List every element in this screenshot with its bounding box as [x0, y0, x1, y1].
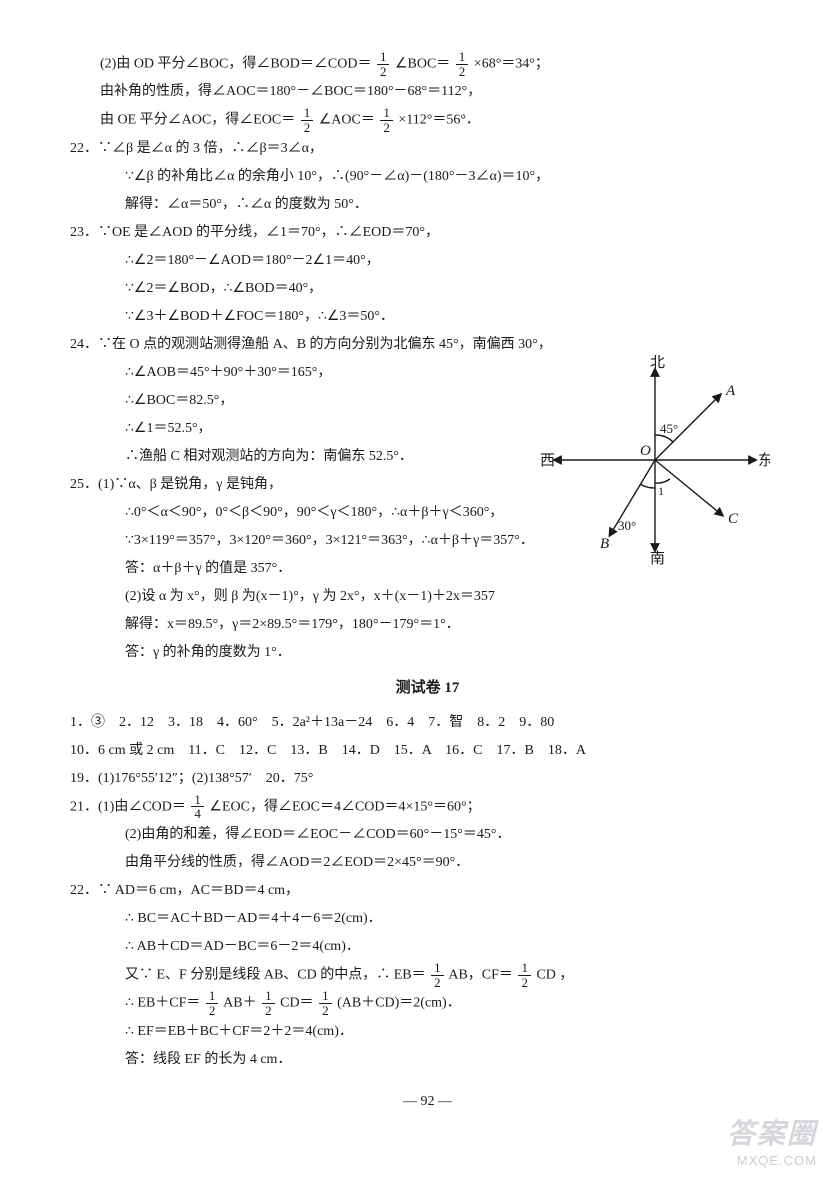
text: 21．(1)由∠COD＝	[70, 799, 186, 814]
section-title-17: 测试卷 17	[70, 673, 785, 703]
q23-line-b: ∴∠2＝180°－∠AOD＝180°－2∠1＝40°，	[70, 247, 785, 275]
fraction-half: 12	[380, 106, 393, 134]
t21-line-a: 21．(1)由∠COD＝ 14 ∠EOC，得∠EOC＝4∠COD＝4×15°＝6…	[70, 793, 785, 821]
label-O: O	[640, 443, 651, 459]
text: AB＋	[223, 996, 256, 1011]
fraction-half: 12	[262, 989, 275, 1017]
text: ∠BOC＝	[395, 56, 450, 71]
watermark-main: 答案圈	[727, 1112, 817, 1152]
t21-line-b: (2)由角的和差，得∠EOD＝∠EOC－∠COD＝60°－15°＝45°．	[70, 821, 785, 849]
page-container: (2)由 OD 平分∠BOC，得∠BOD＝∠COD＝ 12 ∠BOC＝ 12 ×…	[0, 0, 825, 1170]
text: 又∵ E、F 分别是线段 AB、CD 的中点，∴ EB＝	[125, 967, 426, 982]
fraction-half: 12	[206, 989, 219, 1017]
label-west: 西	[540, 453, 555, 469]
q25-line-g: 答：γ 的补角的度数为 1°．	[70, 639, 785, 667]
label-south: 南	[650, 550, 665, 565]
t17-row1: 1．③ 2．12 3．18 4．60° 5．2a²＋13a－24 6．4 7．智…	[70, 709, 785, 737]
text: CD ，	[536, 967, 573, 982]
label-B: B	[600, 536, 609, 552]
q23-line-d: ∵∠3＋∠BOD＋∠FOC＝180°，∴∠3＝50°．	[70, 303, 785, 331]
t22-line-b: ∴ BC＝AC＋BD－AD＝4＋4－6＝2(cm)．	[70, 905, 785, 933]
page-number: — 92 —	[70, 1088, 785, 1116]
label-30: 30°	[618, 518, 636, 533]
fraction-half: 12	[377, 50, 390, 78]
label-A: A	[725, 383, 736, 399]
fraction-half: 12	[518, 961, 531, 989]
watermark-sub: MXQE.COM	[737, 1153, 817, 1168]
text: ×112°＝56°．	[398, 113, 480, 128]
fraction-half: 12	[456, 50, 469, 78]
text: ×68°＝34°；	[474, 56, 549, 71]
q22-line-b: ∵∠β 的补角比∠α 的余角小 10°，∴(90°－∠α)－(180°－3∠α)…	[70, 163, 785, 191]
q25-line-e: (2)设 α 为 x°，则 β 为(x－1)°，γ 为 2x°，x＋(x－1)＋…	[70, 583, 785, 611]
t17-row3: 19．(1)176°55′12″；(2)138°57′ 20．75°	[70, 765, 785, 793]
fraction-half: 12	[431, 961, 444, 989]
label-C: C	[728, 511, 739, 527]
t22-line-g: 答：线段 EF 的长为 4 cm．	[70, 1046, 785, 1074]
fraction-half: 12	[301, 106, 314, 134]
fraction-quarter: 14	[191, 793, 204, 821]
q23-line-a: 23．∵OE 是∠AOD 的平分线，∠1＝70°，∴∠EOD＝70°，	[70, 219, 785, 247]
text: (2)由 OD 平分∠BOC，得∠BOD＝∠COD＝	[100, 56, 371, 71]
text: 由 OE 平分∠AOC，得∠EOC＝	[100, 113, 295, 128]
text: ∠AOC＝	[319, 113, 375, 128]
q22-line-c: 解得：∠α＝50°，∴∠α 的度数为 50°．	[70, 191, 785, 219]
q22-line-a: 22．∵∠β 是∠α 的 3 倍，∴∠β＝3∠α，	[70, 135, 785, 163]
t22-line-f: ∴ EF＝EB＋BC＋CF＝2＋2＝4(cm)．	[70, 1018, 785, 1046]
text: AB，CF＝	[448, 967, 513, 982]
label-1: 1	[658, 484, 664, 498]
t22-line-c: ∴ AB＋CD＝AD－BC＝6－2＝4(cm)．	[70, 933, 785, 961]
q21-2-line-b: 由补角的性质，得∠AOC＝180°－∠BOC＝180°－68°＝112°，	[70, 78, 785, 106]
t22-line-e: ∴ EB＋CF＝ 12 AB＋ 12 CD＝ 12 (AB＋CD)＝2(cm)．	[70, 989, 785, 1017]
text: (AB＋CD)＝2(cm)．	[337, 996, 461, 1011]
label-north: 北	[650, 355, 665, 371]
q23-line-c: ∵∠2＝∠BOD，∴∠BOD＝40°，	[70, 275, 785, 303]
text: ∴ EB＋CF＝	[125, 996, 200, 1011]
q21-2-line-a: (2)由 OD 平分∠BOC，得∠BOD＝∠COD＝ 12 ∠BOC＝ 12 ×…	[70, 50, 785, 78]
t22-line-a: 22．∵ AD＝6 cm，AC＝BD＝4 cm，	[70, 877, 785, 905]
q25-line-f: 解得：x＝89.5°，γ＝2×89.5°＝179°，180°－179°＝1°．	[70, 611, 785, 639]
t22-line-d: 又∵ E、F 分别是线段 AB、CD 的中点，∴ EB＝ 12 AB，CF＝ 1…	[70, 961, 785, 989]
q21-2-line-c: 由 OE 平分∠AOC，得∠EOC＝ 12 ∠AOC＝ 12 ×112°＝56°…	[70, 106, 785, 134]
fraction-half: 12	[319, 989, 332, 1017]
label-east: 东	[758, 452, 770, 469]
t21-line-c: 由角平分线的性质，得∠AOD＝2∠EOD＝2×45°＝90°．	[70, 849, 785, 877]
compass-diagram: 北 南 东 西 O A B C 45° 30° 1	[540, 355, 770, 565]
text: CD＝	[280, 996, 313, 1011]
text: ∠EOC，得∠EOC＝4∠COD＝4×15°＝60°；	[209, 799, 480, 814]
label-45: 45°	[660, 421, 678, 436]
t17-row2: 10．6 cm 或 2 cm 11．C 12．C 13．B 14．D 15．A …	[70, 737, 785, 765]
